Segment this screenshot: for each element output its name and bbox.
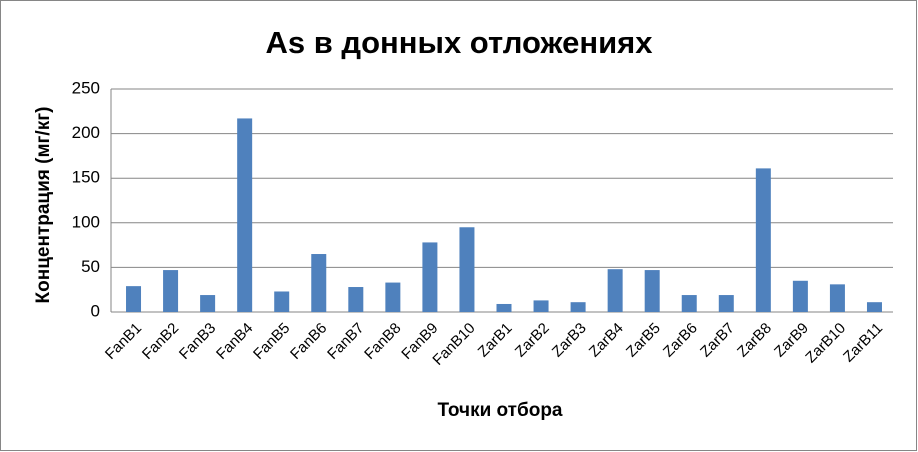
y-tick-label: 250 — [72, 78, 100, 97]
bar — [422, 242, 438, 312]
x-axis-label: Точки отбора — [438, 400, 563, 421]
y-tick-label: 50 — [81, 257, 100, 276]
bar — [570, 302, 586, 312]
bar — [866, 302, 882, 312]
chart-title: As в донных отложениях — [266, 25, 654, 60]
bar — [348, 287, 364, 312]
bar — [755, 168, 771, 312]
bar — [718, 295, 734, 312]
y-tick-label: 0 — [91, 301, 100, 320]
bar — [644, 270, 660, 312]
bar — [829, 284, 845, 312]
bar — [681, 295, 697, 312]
bar — [385, 282, 401, 312]
y-tick-label: 100 — [72, 212, 100, 231]
bar — [311, 254, 327, 312]
bar — [163, 270, 179, 312]
bar — [126, 286, 142, 312]
y-tick-label: 200 — [72, 123, 100, 142]
bar — [459, 227, 475, 312]
y-axis-label: Концентрация (мг/кг) — [33, 107, 54, 304]
bar — [607, 269, 623, 312]
bar — [533, 300, 549, 312]
bar — [237, 118, 253, 312]
bar — [200, 295, 216, 312]
bar — [792, 280, 808, 312]
bar — [274, 291, 290, 312]
bar — [496, 303, 512, 312]
y-tick-label: 150 — [72, 168, 100, 187]
